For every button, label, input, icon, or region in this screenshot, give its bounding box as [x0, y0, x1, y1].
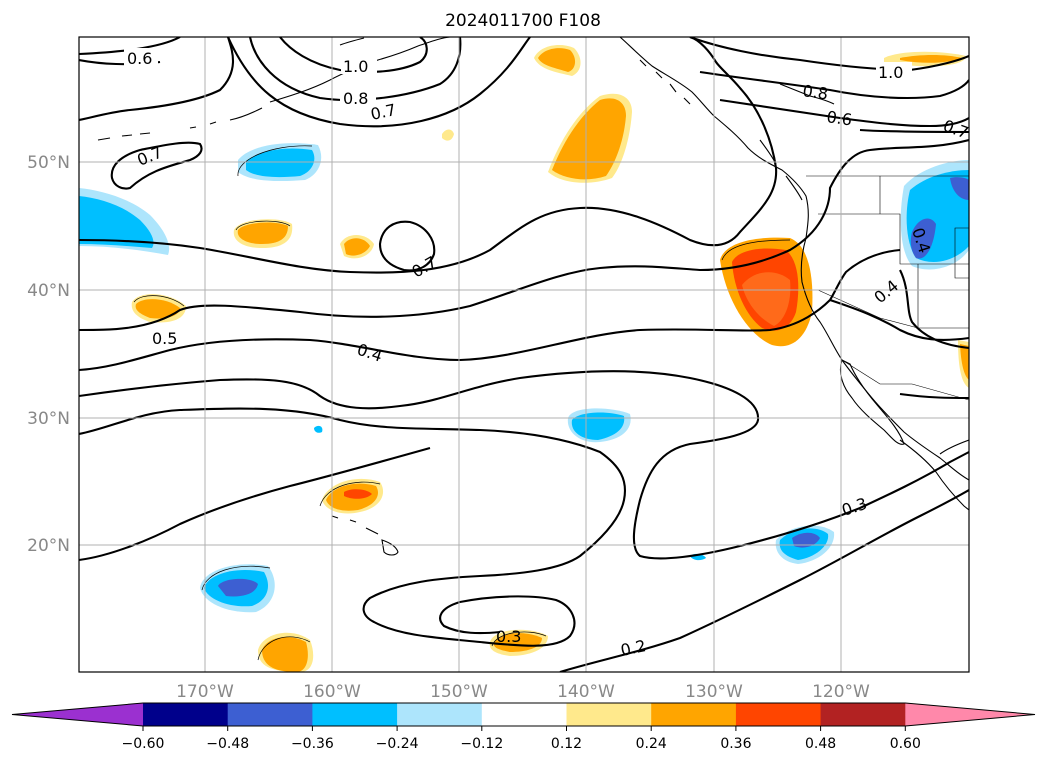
contour-0.7-closed: [378, 220, 436, 272]
colorbar-segment: [566, 703, 652, 726]
colorbar-tick-label: −0.48: [206, 736, 249, 752]
colorbar-tick-label: −0.12: [460, 736, 503, 752]
contour-0.7-north: [79, 37, 235, 122]
colorbar: −0.60 −0.48 −0.36 −0.24 −0.12 0.12 0.24 0.36 0.4…: [11, 702, 1036, 752]
contour-label: 0.3: [496, 627, 521, 646]
political-borders: [806, 175, 969, 401]
anomaly-outlines: [133, 145, 791, 661]
contour-0.3-b: [79, 407, 626, 647]
lat-label: 20°N: [27, 536, 70, 556]
contour-0.2: [559, 489, 969, 672]
graticule: [79, 37, 969, 672]
lon-label: 160°W: [303, 682, 361, 702]
colorbar-extend-max: [905, 703, 1035, 726]
colorbar-segment: [735, 703, 822, 726]
contour-label: 0.8: [343, 89, 368, 108]
colorbar-extend-min: [12, 703, 143, 726]
lat-label: 40°N: [27, 281, 70, 301]
contour-label: 0.7: [369, 100, 398, 124]
lon-label: 120°W: [812, 682, 870, 702]
contour-label: 0.6: [127, 49, 152, 68]
colorbar-segment: [651, 703, 737, 726]
contour-0.6-ne: [719, 98, 969, 128]
contour-1.0-alaska: [279, 37, 428, 73]
latitude-labels: 50°N 40°N 30°N 20°N: [27, 153, 70, 556]
contour-0.8-ne: [699, 70, 969, 100]
contour-0.6-band: [79, 37, 778, 274]
colorbar-segment: [312, 703, 398, 726]
colorbar-tick-label: 0.36: [720, 736, 751, 752]
colorbar-tick-label: 0.12: [551, 736, 582, 752]
colorbar-segment: [227, 703, 313, 726]
contour-0.4-east: [829, 299, 969, 341]
contour-label: 0.8: [801, 81, 829, 103]
map-area: 0.6 1.0 0.8 0.7 0.7 0.7 0.5 0.4 0.3 0.3 …: [79, 37, 969, 672]
contour-label: 0.6: [825, 107, 853, 129]
colorbar-tick-label: 0.60: [890, 736, 921, 752]
contour-label: 1.0: [878, 63, 903, 82]
colorbar-tick-label: −0.24: [376, 736, 419, 752]
lon-label: 170°W: [176, 682, 234, 702]
colorbar-segment: [481, 703, 567, 726]
contour-label: 0.2: [619, 636, 648, 660]
colorbar-tick-label: −0.60: [122, 736, 165, 752]
colorbar-segment: [820, 703, 906, 726]
colorbar-segment: [143, 703, 229, 726]
colorbar-segment: [397, 703, 483, 726]
map-frame: [78, 36, 970, 673]
contour-1.0-ne: [689, 37, 969, 72]
figure-title: 2024011700 F108: [445, 11, 601, 31]
colorbar-tick-label: 0.48: [805, 736, 836, 752]
contour-label: 1.0: [343, 57, 368, 76]
lat-label: 50°N: [27, 153, 70, 173]
contour-0.3-a: [79, 370, 760, 560]
lon-label: 130°W: [685, 682, 743, 702]
colorbar-tick-label: −0.36: [291, 736, 334, 752]
lon-label: 150°W: [430, 682, 488, 702]
lat-label: 30°N: [27, 409, 70, 429]
longitude-labels: 170°W 160°W 150°W 140°W 130°W 120°W: [176, 682, 870, 702]
lon-label: 140°W: [557, 682, 615, 702]
contour-label: 0.5: [152, 329, 177, 348]
contour-0.4: [79, 248, 901, 372]
colorbar-tick-label: 0.24: [636, 736, 667, 752]
